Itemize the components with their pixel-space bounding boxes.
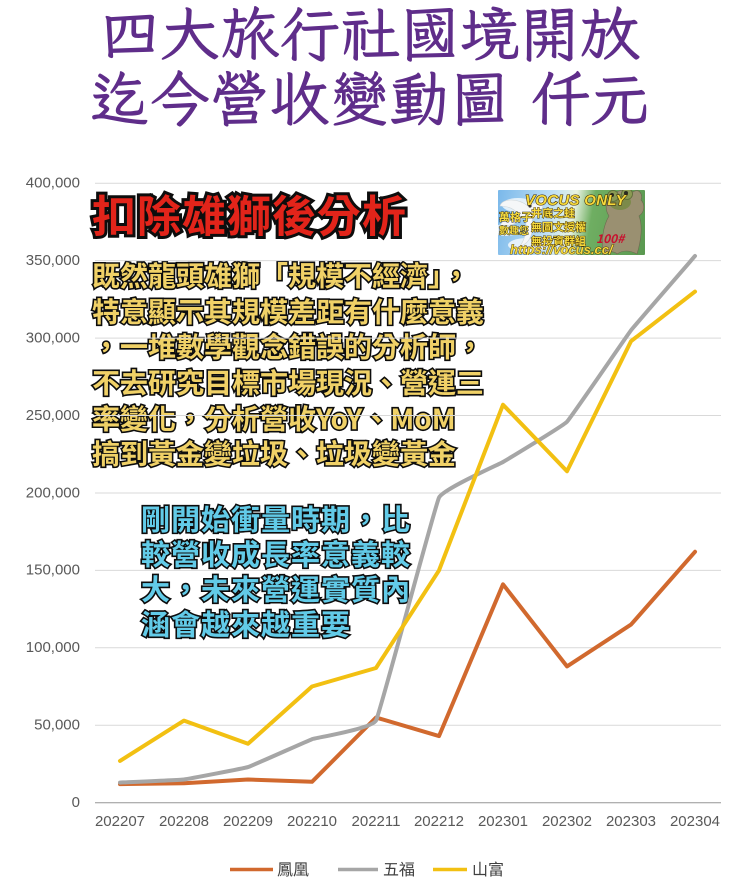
svg-text:202211: 202211 bbox=[352, 813, 401, 830]
svg-text:350,000: 350,000 bbox=[26, 252, 80, 269]
svg-text:200,000: 200,000 bbox=[26, 484, 80, 501]
svg-text:202212: 202212 bbox=[414, 813, 464, 830]
svg-text:50,000: 50,000 bbox=[34, 717, 80, 734]
svg-text:0: 0 bbox=[72, 794, 80, 811]
svg-text:250,000: 250,000 bbox=[26, 407, 80, 424]
svg-text:202302: 202302 bbox=[542, 813, 592, 830]
svg-text:202210: 202210 bbox=[287, 813, 337, 830]
svg-text:202303: 202303 bbox=[606, 813, 656, 830]
svg-text:202304: 202304 bbox=[670, 813, 720, 830]
svg-text:鳳凰: 鳳凰 bbox=[277, 856, 309, 880]
svg-text:202209: 202209 bbox=[223, 813, 273, 830]
svg-text:400,000: 400,000 bbox=[26, 175, 80, 192]
svg-text:100,000: 100,000 bbox=[26, 639, 80, 656]
svg-text:五福: 五福 bbox=[383, 856, 415, 880]
svg-text:150,000: 150,000 bbox=[26, 562, 80, 579]
svg-text:202208: 202208 bbox=[159, 813, 209, 830]
svg-text:300,000: 300,000 bbox=[26, 329, 80, 346]
svg-text:山富: 山富 bbox=[472, 856, 504, 880]
svg-text:202207: 202207 bbox=[95, 813, 145, 830]
svg-text:202301: 202301 bbox=[478, 813, 528, 830]
